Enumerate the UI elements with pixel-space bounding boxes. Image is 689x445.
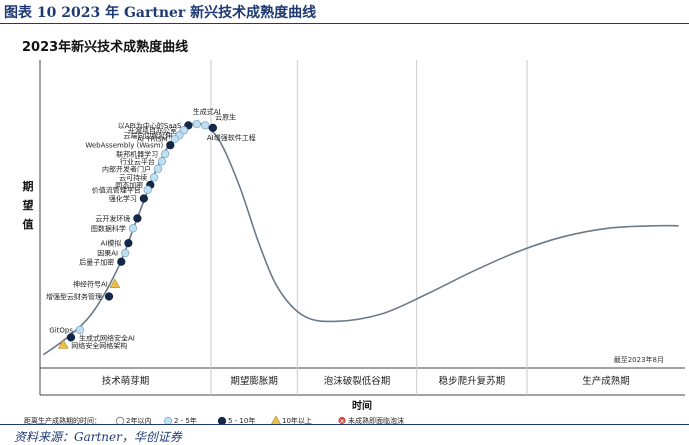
tech-label: 生成式网络安全AI [79, 333, 135, 342]
tech-point [57, 339, 69, 349]
tech-label: 开源项目办公室 [128, 126, 177, 135]
source-note: 资料来源：Gartner，华创证券 [14, 430, 182, 444]
legend-item-label: 10年以上 [282, 416, 312, 425]
tech-label: 网络安全网格架构 [71, 341, 127, 350]
tech-label: 后量子加密 [79, 257, 114, 266]
legend-marker-red-x [338, 416, 346, 425]
tech-point [208, 123, 217, 132]
tech-label: AI TRiSM [137, 136, 168, 144]
tech-point [143, 185, 152, 194]
tech-point [170, 134, 179, 144]
tech-point [124, 239, 133, 248]
phase-label: 技术萌芽期 [102, 375, 150, 387]
hype-curve [42, 122, 679, 356]
tech-label: 因果AI [97, 250, 118, 258]
tech-label: AI增强软件工程 [207, 133, 256, 142]
legend-item-label: 2 - 5年 [174, 416, 197, 425]
tech-point [128, 224, 138, 233]
legend-item-label: 2年以内 [126, 416, 151, 425]
x-axis-label: 时间 [352, 399, 372, 412]
phase-label: 泡沫破裂低谷期 [324, 375, 391, 387]
tech-label: 联邦机器学习 [116, 149, 158, 158]
tech-label: 云端向边缘延伸 [123, 131, 172, 140]
tech-label: 强化学习 [109, 194, 137, 203]
tech-point [166, 141, 175, 150]
tech-label: 图数据科学 [91, 224, 126, 233]
tech-label: 云开发环境 [95, 214, 130, 223]
y-axis-label: 期望值 [23, 179, 34, 231]
tech-label: 生成式AI [193, 107, 221, 116]
tech-label: WebAssembly (Wasm) [85, 142, 163, 150]
tech-point [66, 333, 76, 342]
tech-label: 增强型云财务管理 [46, 292, 102, 301]
tech-label: 以API为中心的SaaS [118, 121, 182, 130]
tech-point [200, 121, 210, 130]
tech-point [120, 248, 130, 258]
legend-item-label: 未成熟即面临泡沫 [348, 416, 404, 425]
tech-point [160, 149, 170, 159]
tech-point [117, 257, 126, 266]
tech-label: 同态加密 [115, 180, 143, 189]
tech-label: AI模拟 [101, 239, 122, 248]
legend-item-label: 5 - 10年 [228, 416, 255, 425]
tech-point [75, 325, 85, 335]
tech-label: 云可持续 [119, 173, 147, 182]
title-rule [0, 23, 689, 24]
figure-label: 图表 10 2023 年 Gartner 新兴技术成熟度曲线 [4, 5, 317, 21]
footer-rule [0, 424, 689, 425]
tech-point [153, 164, 163, 173]
chart-title: 2023年新兴技术成熟度曲线 [22, 39, 188, 55]
tech-point [150, 173, 159, 182]
tech-label: 行业云平台 [120, 157, 155, 166]
phase-label: 期望膨胀期 [230, 375, 278, 387]
tech-label: 神经符号AI [73, 280, 108, 289]
tech-point [139, 194, 148, 203]
phase-label: 生产成熟期 [582, 375, 630, 387]
legend-x-glyph: × [339, 418, 344, 425]
tech-point [157, 157, 167, 166]
tech-label: 内部开发者门户 [102, 164, 151, 173]
tech-point [192, 119, 201, 129]
tech-point [109, 278, 121, 288]
tech-point [104, 292, 114, 301]
phase-label: 稳步爬升复苏期 [439, 375, 506, 387]
legend-title: 距离生产成熟期的时间： [24, 416, 101, 425]
tech-point [133, 214, 142, 223]
tech-label: 云原生 [215, 112, 236, 121]
date-note: 截至2023年8月 [614, 355, 664, 364]
tech-label: GitOps [49, 326, 73, 334]
tech-label: 价值流管理平台 [92, 185, 141, 194]
